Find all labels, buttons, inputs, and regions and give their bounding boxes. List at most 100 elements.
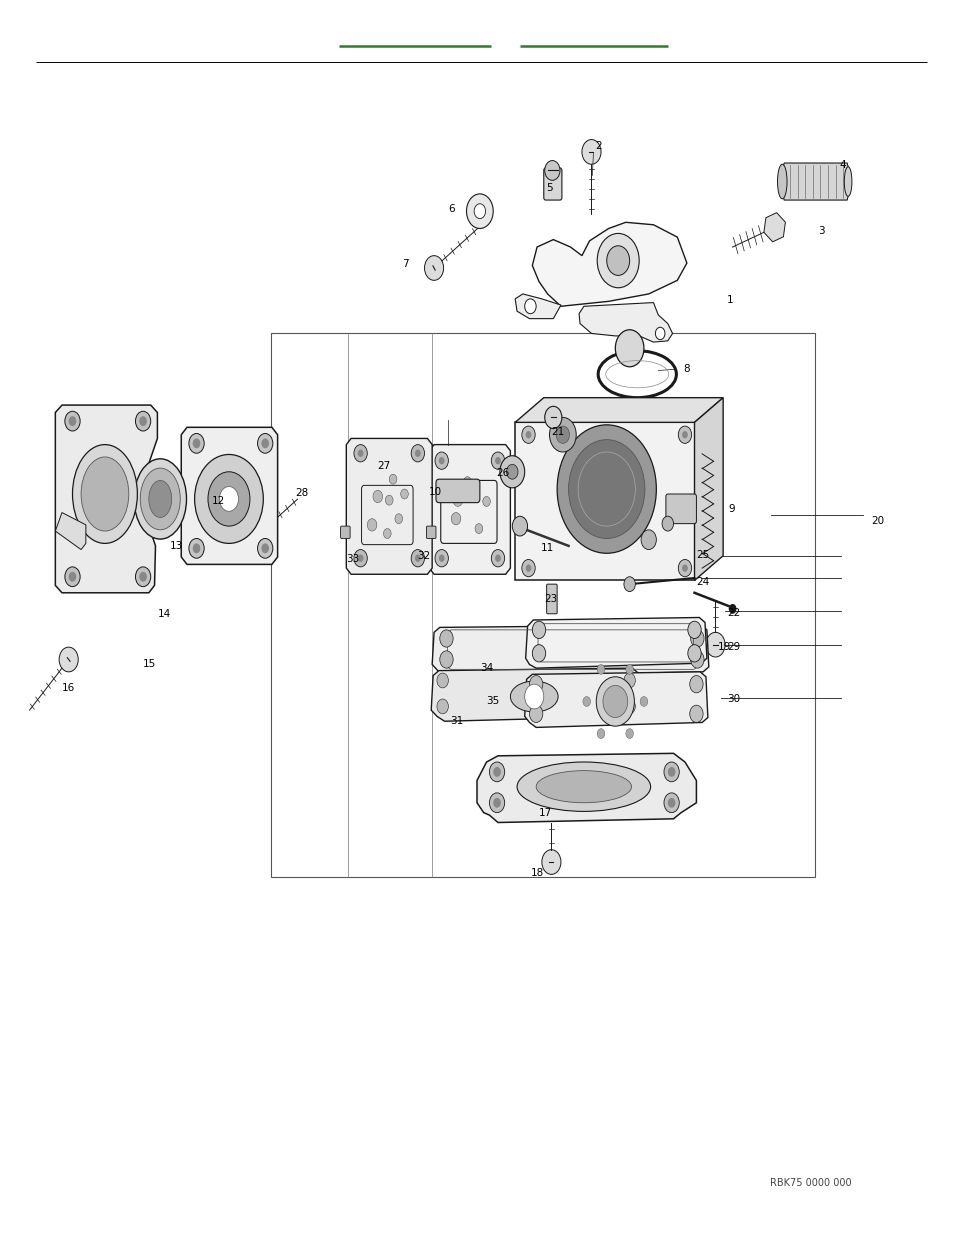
Circle shape	[689, 676, 702, 693]
Text: 5: 5	[545, 183, 552, 193]
Circle shape	[544, 161, 559, 180]
Circle shape	[615, 330, 643, 367]
Circle shape	[491, 452, 504, 469]
Circle shape	[489, 793, 504, 813]
Circle shape	[438, 457, 444, 464]
Text: 23: 23	[543, 594, 557, 604]
Circle shape	[439, 651, 453, 668]
Text: 7: 7	[402, 259, 409, 269]
Circle shape	[556, 426, 569, 443]
Polygon shape	[515, 422, 694, 580]
Circle shape	[663, 762, 679, 782]
Polygon shape	[431, 668, 639, 721]
Circle shape	[389, 474, 396, 484]
Ellipse shape	[149, 480, 172, 517]
Circle shape	[623, 577, 635, 592]
Circle shape	[525, 564, 531, 572]
Text: 16: 16	[62, 683, 75, 693]
Circle shape	[493, 767, 500, 777]
Polygon shape	[515, 398, 722, 422]
Circle shape	[471, 489, 478, 499]
Circle shape	[193, 438, 200, 448]
Ellipse shape	[510, 682, 558, 711]
Circle shape	[435, 550, 448, 567]
Circle shape	[435, 452, 448, 469]
Circle shape	[367, 519, 376, 531]
Text: 19: 19	[717, 642, 730, 652]
Circle shape	[728, 604, 736, 614]
Circle shape	[524, 684, 543, 709]
Circle shape	[219, 487, 238, 511]
Circle shape	[189, 538, 204, 558]
Circle shape	[582, 697, 590, 706]
Circle shape	[411, 445, 424, 462]
Text: 28: 28	[295, 488, 309, 498]
Circle shape	[354, 550, 367, 567]
Circle shape	[681, 431, 687, 438]
Circle shape	[463, 477, 471, 487]
Text: 33: 33	[346, 555, 359, 564]
Circle shape	[438, 555, 444, 562]
Circle shape	[474, 204, 485, 219]
Circle shape	[253, 519, 272, 543]
Circle shape	[541, 850, 560, 874]
Polygon shape	[515, 294, 560, 319]
FancyBboxPatch shape	[665, 494, 696, 524]
FancyBboxPatch shape	[340, 526, 350, 538]
Circle shape	[453, 494, 462, 506]
Text: RBK75 0000 000: RBK75 0000 000	[769, 1178, 851, 1188]
Circle shape	[597, 729, 604, 739]
Circle shape	[639, 697, 647, 706]
Circle shape	[568, 440, 644, 538]
Circle shape	[135, 567, 151, 587]
Circle shape	[139, 416, 147, 426]
Circle shape	[521, 426, 535, 443]
Circle shape	[667, 767, 675, 777]
Circle shape	[257, 433, 273, 453]
Polygon shape	[781, 163, 848, 200]
Ellipse shape	[133, 459, 186, 540]
Circle shape	[261, 543, 269, 553]
Circle shape	[357, 555, 363, 562]
Circle shape	[524, 299, 536, 314]
Text: 9: 9	[728, 504, 735, 514]
Circle shape	[482, 496, 490, 506]
Circle shape	[373, 490, 382, 503]
Text: 17: 17	[538, 808, 552, 818]
Circle shape	[424, 256, 443, 280]
Text: 35: 35	[486, 697, 499, 706]
Circle shape	[625, 729, 633, 739]
Text: 10: 10	[428, 487, 441, 496]
Circle shape	[512, 516, 527, 536]
Circle shape	[667, 798, 675, 808]
Circle shape	[544, 406, 561, 429]
Circle shape	[549, 417, 576, 452]
Circle shape	[69, 572, 76, 582]
Text: 30: 30	[726, 694, 740, 704]
Circle shape	[623, 699, 635, 714]
Text: 14: 14	[157, 609, 171, 619]
Circle shape	[606, 246, 629, 275]
Circle shape	[678, 426, 691, 443]
Circle shape	[581, 140, 600, 164]
Ellipse shape	[777, 164, 786, 199]
Circle shape	[357, 450, 363, 457]
Circle shape	[687, 645, 700, 662]
Circle shape	[689, 705, 702, 722]
Polygon shape	[578, 303, 672, 342]
Text: 24: 24	[696, 577, 709, 587]
Text: 18: 18	[530, 868, 543, 878]
Circle shape	[532, 621, 545, 638]
Text: 8: 8	[682, 364, 689, 374]
Circle shape	[65, 411, 80, 431]
Polygon shape	[532, 222, 686, 306]
Circle shape	[532, 645, 545, 662]
Circle shape	[65, 567, 80, 587]
Text: 27: 27	[376, 461, 390, 471]
Circle shape	[59, 647, 78, 672]
Circle shape	[495, 555, 500, 562]
Circle shape	[663, 793, 679, 813]
Circle shape	[690, 651, 703, 668]
Polygon shape	[694, 398, 722, 580]
Ellipse shape	[843, 167, 851, 196]
